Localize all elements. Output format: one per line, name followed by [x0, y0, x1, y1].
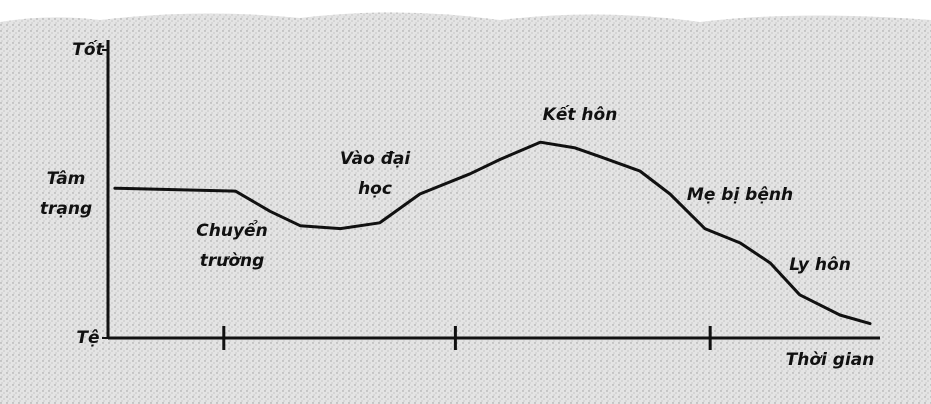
annotation: Kết hôn: [542, 105, 618, 125]
annotation: Ly hôn: [789, 255, 851, 275]
torn-edge: [0, 0, 931, 22]
plot: [102, 40, 880, 350]
y-tick-label: Tệ: [76, 328, 100, 348]
annotation: Mẹ bị bệnh: [686, 185, 794, 205]
annotation: Vào đại học: [339, 149, 411, 199]
mood-line: [113, 140, 872, 326]
y-axis-label: Tâm trạng: [39, 169, 93, 219]
y-tick-label: Tốt: [72, 40, 104, 60]
x-axis-label: Thời gian: [785, 350, 875, 370]
annotation: Chuyển trường: [196, 221, 268, 271]
